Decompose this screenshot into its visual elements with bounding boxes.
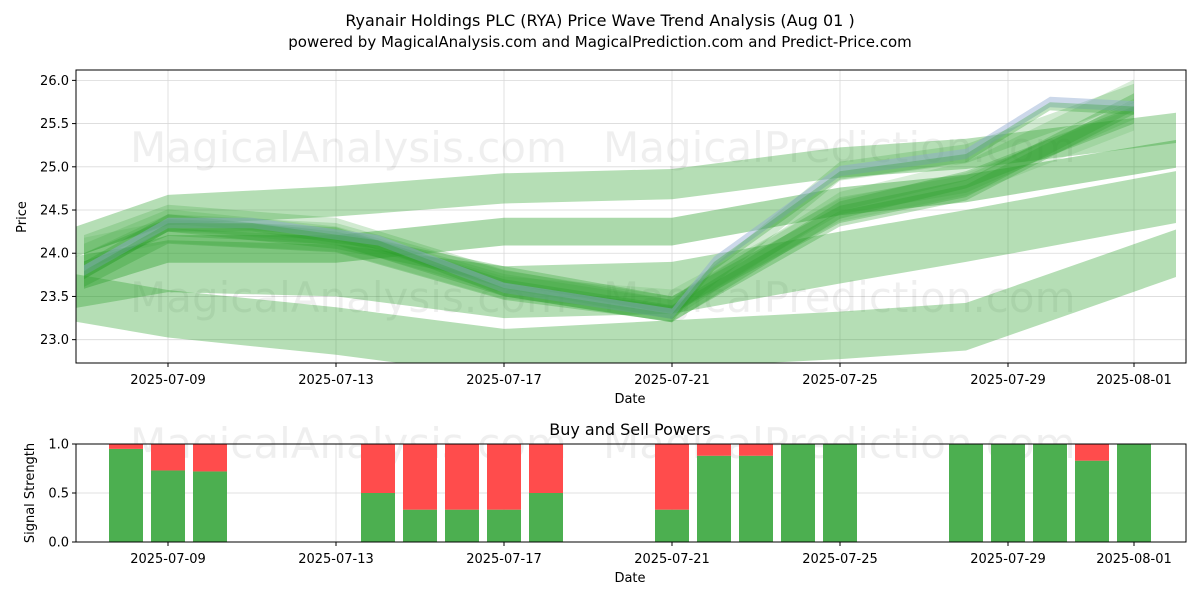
buy-bar xyxy=(739,455,773,542)
sell-bar xyxy=(1075,444,1109,461)
price-y-tick-label: 26.0 xyxy=(40,74,69,89)
chart-title: Ryanair Holdings PLC (RYA) Price Wave Tr… xyxy=(345,11,854,30)
price-x-tick-label: 2025-07-29 xyxy=(970,373,1046,388)
signal-y-tick-label: 0.0 xyxy=(48,536,69,551)
signal-panel: Buy and Sell Powers MagicalAnalysis.com … xyxy=(23,419,1187,586)
watermark-prediction: MagicalPrediction.com xyxy=(603,273,1076,322)
signal-x-ticks: 2025-07-09 2025-07-13 2025-07-17 2025-07-21… xyxy=(130,542,1172,567)
buy-bar xyxy=(1033,444,1067,542)
sell-bar xyxy=(529,444,563,493)
price-wave-panel: MagicalAnalysis.com MagicalPrediction.co… xyxy=(15,69,1187,407)
signal-x-tick-label: 2025-07-25 xyxy=(802,552,878,567)
price-grid xyxy=(76,70,1186,363)
buy-bar xyxy=(991,444,1025,542)
buy-bar xyxy=(823,444,857,542)
price-y-tick-label: 24.5 xyxy=(40,204,69,219)
price-x-axis-label: Date xyxy=(614,392,645,407)
signal-x-tick-label: 2025-07-21 xyxy=(634,552,710,567)
buy-bar xyxy=(445,509,479,542)
price-x-tick-label: 2025-08-01 xyxy=(1096,373,1172,388)
buy-bar xyxy=(529,493,563,542)
sell-bar xyxy=(487,444,521,510)
price-plot-frame xyxy=(75,69,1187,364)
signal-bars xyxy=(109,444,1151,542)
signal-title: Buy and Sell Powers xyxy=(549,420,711,439)
signal-x-axis-label: Date xyxy=(614,571,645,586)
watermark-analysis: MagicalAnalysis.com xyxy=(130,273,567,322)
signal-x-tick-label: 2025-07-09 xyxy=(130,552,206,567)
price-y-tick-label: 24.0 xyxy=(40,247,69,262)
buy-bar xyxy=(193,471,227,542)
buy-bar xyxy=(151,470,185,542)
price-y-tick-label: 25.5 xyxy=(40,117,69,132)
wave-band xyxy=(84,93,1134,314)
sell-bar xyxy=(403,444,437,510)
wave-band xyxy=(76,229,1176,363)
price-y-axis-label: Price xyxy=(15,201,30,233)
buy-bar xyxy=(949,444,983,542)
buy-bar xyxy=(109,448,143,542)
sell-bar xyxy=(445,444,479,510)
buy-bar xyxy=(697,455,731,542)
sell-bar xyxy=(151,444,185,471)
signal-y-ticks: 0.0 0.5 1.0 xyxy=(48,438,76,551)
buy-bar xyxy=(781,444,815,542)
price-watermarks: MagicalAnalysis.com MagicalPrediction.co… xyxy=(130,123,1076,322)
sell-bar xyxy=(739,444,773,456)
signal-y-tick-label: 1.0 xyxy=(48,438,69,453)
wave-bands xyxy=(76,79,1176,363)
sell-bar xyxy=(697,444,731,456)
signal-y-tick-label: 0.5 xyxy=(48,487,69,502)
buy-bar xyxy=(1117,444,1151,542)
buy-bar xyxy=(1075,460,1109,542)
price-band xyxy=(84,96,1134,319)
price-y-ticks: 23.0 23.5 24.0 24.5 25.0 25.5 26.0 xyxy=(40,74,76,348)
price-x-tick-label: 2025-07-21 xyxy=(634,373,710,388)
buy-bar xyxy=(361,493,395,542)
price-y-tick-label: 25.0 xyxy=(40,160,69,175)
price-x-tick-label: 2025-07-17 xyxy=(466,373,542,388)
buy-bar xyxy=(655,509,689,542)
wave-band xyxy=(76,171,1176,319)
signal-x-tick-label: 2025-07-29 xyxy=(970,552,1046,567)
signal-y-axis-label: Signal Strength xyxy=(23,443,38,543)
buy-bar xyxy=(403,509,437,542)
sell-bar xyxy=(361,444,395,493)
watermark-analysis: MagicalAnalysis.com xyxy=(130,123,567,172)
price-y-tick-label: 23.5 xyxy=(40,290,69,305)
sell-bar xyxy=(655,444,689,510)
sell-bar xyxy=(109,444,143,449)
wave-band xyxy=(84,140,1176,289)
price-x-tick-label: 2025-07-25 xyxy=(802,373,878,388)
signal-x-tick-label: 2025-08-01 xyxy=(1096,552,1172,567)
price-y-tick-label: 23.0 xyxy=(40,333,69,348)
price-x-ticks: 2025-07-09 2025-07-13 2025-07-17 2025-07-21… xyxy=(130,363,1172,388)
price-x-tick-label: 2025-07-13 xyxy=(298,373,374,388)
chart-subtitle: powered by MagicalAnalysis.com and Magic… xyxy=(288,33,912,51)
signal-x-tick-label: 2025-07-13 xyxy=(298,552,374,567)
price-x-tick-label: 2025-07-09 xyxy=(130,373,206,388)
sell-bar xyxy=(193,444,227,472)
wave-band xyxy=(76,112,1176,257)
signal-x-tick-label: 2025-07-17 xyxy=(466,552,542,567)
watermark-prediction: MagicalPrediction.com xyxy=(603,123,1076,172)
buy-bar xyxy=(487,509,521,542)
